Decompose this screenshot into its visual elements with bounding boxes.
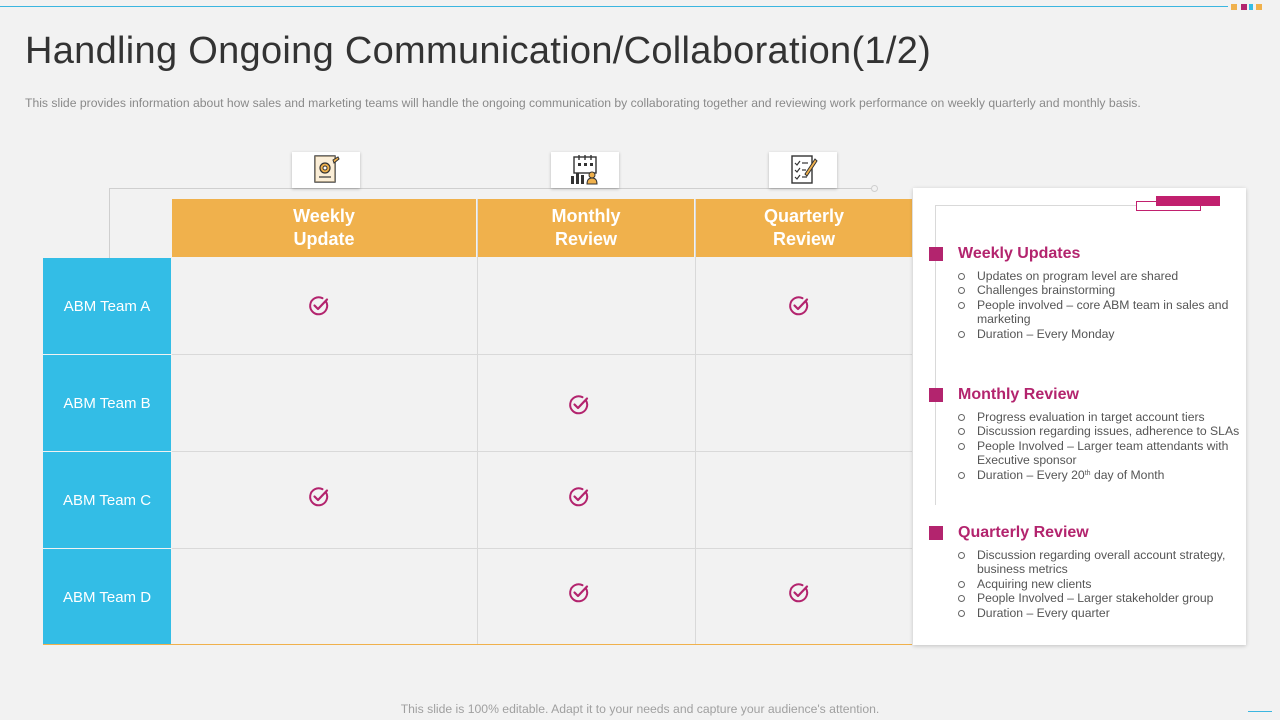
slide-footer: This slide is 100% editable. Adapt it to… — [400, 702, 880, 716]
decor-square-blue — [1249, 4, 1253, 10]
row-header-label: ABM Team D — [62, 588, 152, 606]
list-item: Duration – Every Monday — [958, 327, 1244, 341]
grid-line — [477, 199, 478, 645]
section-monthly-review: Monthly Review Progress evaluation in ta… — [929, 385, 1244, 482]
panel-connector-line-vertical — [935, 205, 936, 505]
check-circle-icon — [308, 486, 330, 508]
check-circle-icon — [568, 486, 590, 508]
connector-line-vertical — [109, 188, 110, 258]
panel-connector-line — [935, 205, 1193, 206]
list-item-duration: Duration – Every 20th day of Month — [958, 468, 1244, 482]
column-header-line1: Weekly — [293, 206, 355, 226]
list-item: People Involved – Larger team attendants… — [958, 439, 1244, 468]
column-header-line2: Review — [554, 229, 618, 249]
check-circle-icon — [788, 295, 810, 317]
column-header-monthly: Monthly Review — [478, 199, 694, 257]
panel-tab-fill — [1156, 196, 1220, 206]
row-header-team-d: ABM Team D — [43, 549, 171, 645]
check-circle-icon — [568, 582, 590, 604]
row-header-label: ABM Team A — [63, 297, 151, 315]
check-circle-icon — [788, 582, 810, 604]
table-bottom-line — [43, 644, 912, 645]
decor-square-orange — [1231, 4, 1237, 10]
section-bullet-square — [929, 388, 943, 402]
decor-square-magenta — [1241, 4, 1247, 10]
row-header-team-b: ABM Team B — [43, 355, 171, 451]
list-item: Challenges brainstorming — [958, 283, 1244, 297]
list-item: Duration – Every quarter — [958, 606, 1244, 620]
top-accent-line — [0, 6, 1228, 7]
details-panel: Weekly Updates Updates on program level … — [913, 188, 1246, 645]
section-bullet-square — [929, 526, 943, 540]
grid-line — [172, 354, 912, 355]
row-header-label: ABM Team C — [62, 491, 152, 509]
list-item: Discussion regarding overall account str… — [958, 548, 1244, 577]
duration-text: Duration – Every 20 — [977, 467, 1085, 482]
duration-superscript: th — [1084, 469, 1091, 477]
grid-line — [695, 199, 696, 645]
section-title: Quarterly Review — [958, 524, 1089, 541]
row-header-team-c: ABM Team C — [43, 452, 171, 548]
list-item: Updates on program level are shared — [958, 269, 1244, 283]
slide-title: Handling Ongoing Communication/Collabora… — [25, 30, 932, 72]
slide-subtitle: This slide provides information about ho… — [25, 96, 1141, 110]
row-header-label: ABM Team B — [63, 394, 151, 412]
section-title: Weekly Updates — [958, 245, 1081, 262]
grid-line — [172, 451, 912, 452]
check-circle-icon — [568, 394, 590, 416]
grid-line — [172, 548, 912, 549]
section-title: Monthly Review — [958, 386, 1079, 403]
connector-dot — [871, 185, 878, 192]
column-header-line2: Review — [772, 229, 836, 249]
list-item: People Involved – Larger stakeholder gro… — [958, 591, 1244, 605]
check-circle-icon — [308, 295, 330, 317]
section-weekly-updates: Weekly Updates Updates on program level … — [929, 244, 1244, 341]
section-bullet-square — [929, 247, 943, 261]
checklist-document-icon — [769, 152, 837, 188]
calendar-chart-icon — [551, 152, 619, 188]
column-header-line2: Update — [293, 229, 355, 249]
column-header-line1: Quarterly — [763, 206, 845, 226]
footer-accent-line — [1248, 711, 1272, 712]
list-item: People involved – core ABM team in sales… — [958, 298, 1244, 327]
list-item: Progress evaluation in target account ti… — [958, 410, 1244, 424]
section-quarterly-review: Quarterly Review Discussion regarding ov… — [929, 523, 1244, 620]
list-item: Discussion regarding issues, adherence t… — [958, 424, 1244, 438]
connector-line — [109, 188, 874, 189]
duration-suffix: day of Month — [1090, 467, 1165, 482]
column-header-weekly: Weekly Update — [172, 199, 476, 257]
column-header-quarterly: Quarterly Review — [696, 199, 912, 257]
row-header-team-a: ABM Team A — [43, 258, 171, 354]
settings-document-icon — [292, 152, 360, 188]
column-header-line1: Monthly — [551, 206, 621, 226]
list-item: Acquiring new clients — [958, 577, 1244, 591]
decor-square-orange-2 — [1256, 4, 1262, 10]
